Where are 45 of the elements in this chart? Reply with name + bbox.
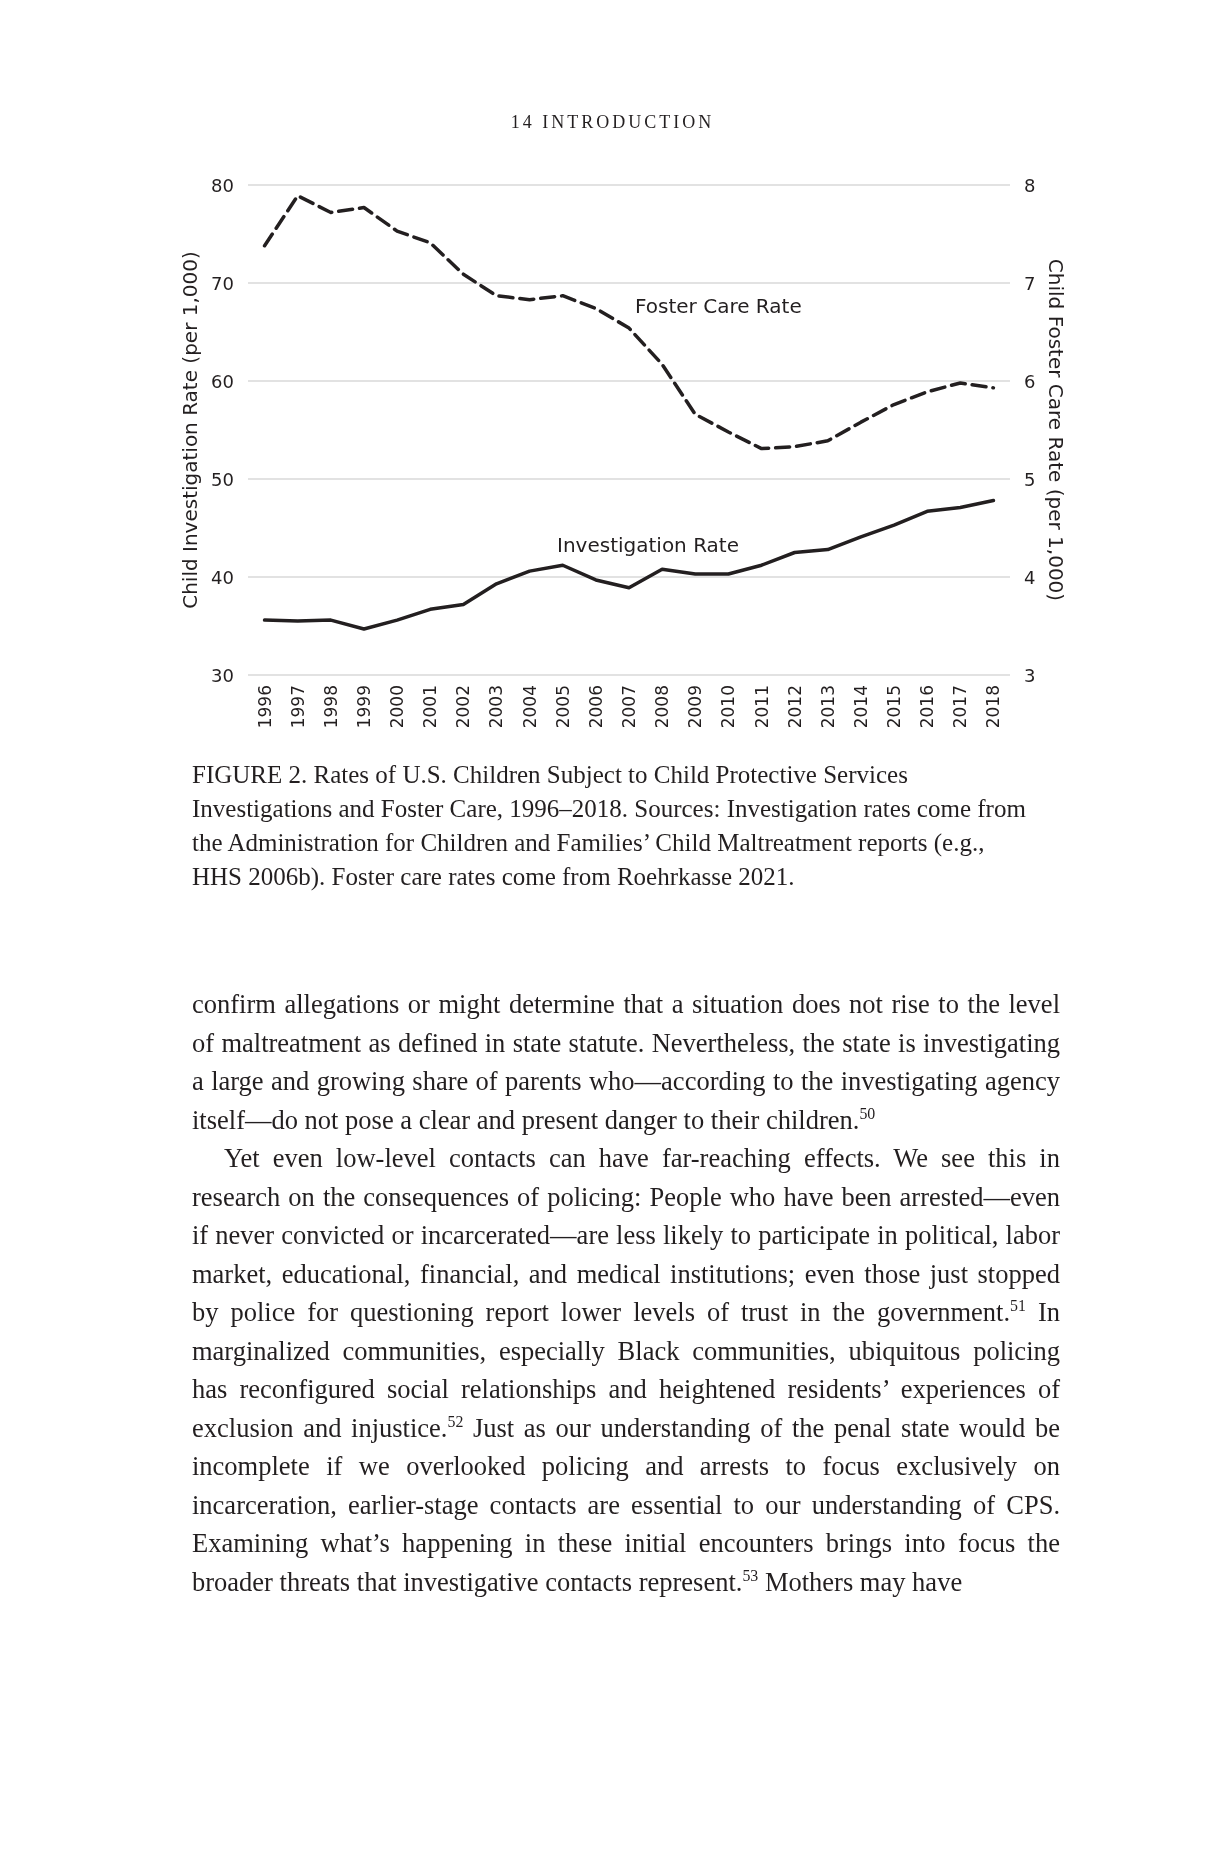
x-tick-label: 2018 — [983, 685, 1004, 729]
x-tick-label: 1999 — [353, 685, 374, 729]
x-tick-label: 2006 — [585, 685, 606, 729]
y2-tick-label: 6 — [1024, 370, 1036, 392]
text: Yet even low-level contacts can have far-reaching effects. We see this in research on the consequences of policing: People who have been arrested—even if never convicted or incarcerated—are less likely to participate in political, labor market, educational, financial, and medical institutions; even those just stopped by police for questioning report lower levels of trust in the government.$^{51}$ In marginalized communities, especially Black communities, ubiquitous policing has reconfigured social relationships and heightened residents’ experiences of exclusion and injustice.$^{52}$ Just as our understanding of the penal state would be incomplete if we overlooked policing and arrests to focus exclusively on incarceration, earlier-stage contacts are essential to our understanding of CPS. Examining what’s happening in these initial encounters brings into focus the broader threats that investigative contacts represent.$^{53}$ Mothers may have — [192, 1143, 1060, 1597]
x-tick-label: 2016 — [917, 685, 938, 729]
y2-axis-title: Child Foster Care Rate (per 1,000) — [1044, 258, 1069, 602]
y-tick-label: 70 — [211, 272, 234, 294]
y-tick-label: 50 — [211, 468, 234, 490]
x-tick-label: 1996 — [254, 685, 275, 729]
x-tick-label: 2003 — [486, 685, 507, 729]
x-tick-label: 2008 — [652, 685, 673, 729]
y-axis-title: Child Investigation Rate (per 1,000) — [178, 251, 203, 609]
x-tick-label: 2017 — [950, 685, 971, 729]
text: 14 INTRODUCTION — [509, 112, 716, 133]
x-tick-label: 2013 — [817, 685, 838, 729]
text: confirm allegations or might determine that a situation does not rise to the level of maltreatment as defined in state statute. Nevertheless, the state is investigating a large and growing share of parents who—according to the investigating agency itself—do not pose a clear and present danger to their children.$^{50}$ — [192, 988, 1060, 1137]
x-tick-label: 2009 — [685, 685, 706, 729]
text: the Administration for Children and Families’ Child Maltreatment reports (e.g., HHS 2006b). Foster care rates come from Roehrkasse 2021. — [192, 829, 985, 890]
y-tick-label: 60 — [211, 370, 234, 392]
y-tick-label: 80 — [211, 174, 234, 196]
x-tick-label: 2014 — [850, 685, 871, 729]
x-tick-label: 2007 — [619, 685, 639, 729]
x-tick-label: 2005 — [552, 685, 573, 729]
y-tick-label: 30 — [211, 664, 234, 686]
x-tick-label: 2015 — [884, 685, 905, 729]
x-tick-label: 2010 — [718, 685, 739, 729]
y2-tick-label: 3 — [1024, 664, 1036, 686]
y2-tick-label: 4 — [1024, 566, 1036, 588]
x-tick-label: 2004 — [519, 685, 540, 729]
y2-tick-label: 8 — [1024, 174, 1036, 196]
series-label: Investigation Rate — [557, 533, 740, 557]
x-tick-label: 2001 — [420, 685, 441, 729]
y2-tick-label: 7 — [1024, 272, 1036, 294]
line-series — [262, 498, 996, 631]
x-tick-label: 1997 — [287, 685, 308, 729]
y-tick-label: 40 — [211, 566, 234, 588]
line-series — [262, 194, 996, 451]
x-tick-label: 2011 — [751, 685, 772, 729]
x-tick-label: 2000 — [387, 685, 408, 729]
y2-tick-label: 5 — [1024, 468, 1036, 490]
series-label: Foster Care Rate — [635, 294, 802, 318]
x-tick-label: 1998 — [320, 685, 341, 729]
x-tick-label: 2002 — [453, 685, 474, 729]
x-tick-label: 2012 — [784, 685, 805, 729]
